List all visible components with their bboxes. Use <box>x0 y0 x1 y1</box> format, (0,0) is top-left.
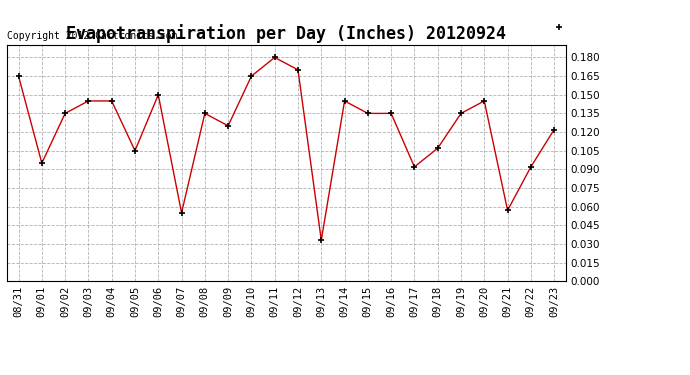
Text: Copyright 2012 Cartronics.com: Copyright 2012 Cartronics.com <box>7 32 177 41</box>
Text: ET  (Inches): ET (Inches) <box>572 22 637 32</box>
Title: Evapotranspiration per Day (Inches) 20120924: Evapotranspiration per Day (Inches) 2012… <box>66 24 506 44</box>
